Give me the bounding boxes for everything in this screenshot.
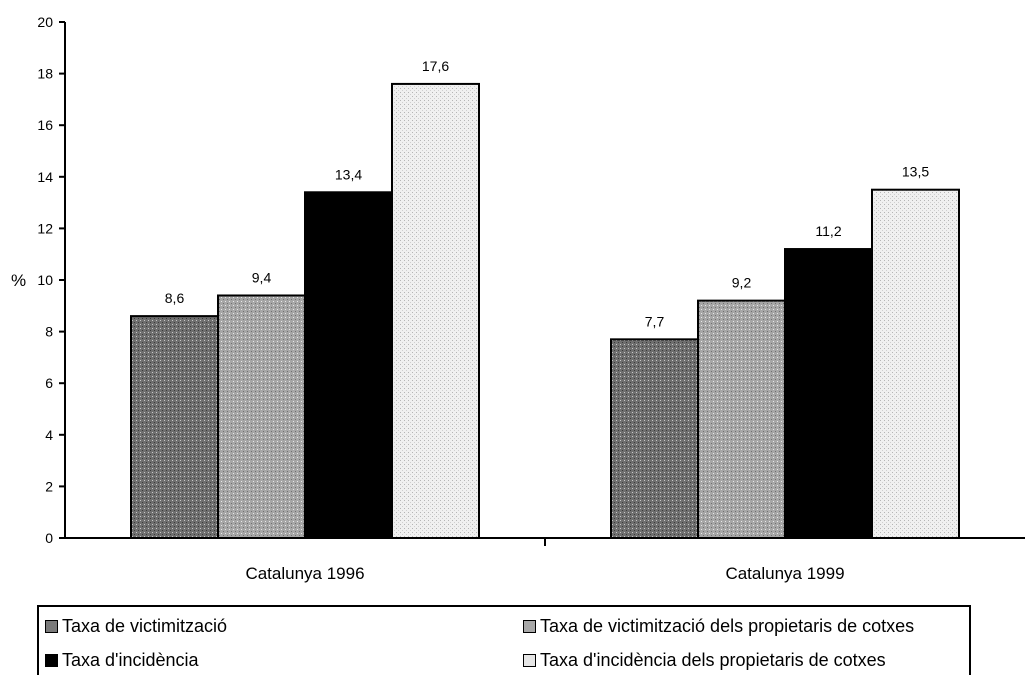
chart-legend: Taxa de victimització Taxa d'incidència …: [37, 605, 971, 675]
y-tick-label: 4: [45, 427, 53, 443]
bar: [784, 248, 873, 539]
bar-chart: 0 2 4 6 8 10 12 14 16 18 20% 8,6 9,4 13,4 17,6 Catalun…: [11, 14, 1025, 583]
legend-item: Taxa d'incidència: [45, 650, 199, 670]
bar: [697, 299, 786, 540]
data-label: 17,6: [422, 58, 449, 74]
data-label: 11,2: [815, 223, 841, 239]
category-label: Catalunya 1999: [725, 564, 844, 583]
data-label: 7,7: [645, 313, 665, 329]
y-tick-label: 16: [37, 117, 53, 133]
bar: [304, 191, 393, 539]
legend-label: Taxa d'incidència: [62, 650, 199, 670]
y-tick-label: 20: [37, 14, 53, 30]
y-axis-label: %: [11, 271, 26, 290]
category-label: Catalunya 1996: [245, 564, 364, 583]
bar: [871, 188, 960, 539]
y-tick-label: 6: [45, 375, 53, 391]
bar: [610, 338, 699, 539]
legend-label: Taxa de victimització dels propietaris d…: [540, 616, 915, 636]
legend-item: Taxa de victimització: [45, 616, 227, 636]
data-label: 13,4: [335, 166, 362, 182]
legend-swatch-0: [45, 619, 58, 633]
data-label: 13,5: [902, 164, 929, 180]
legend-swatch-3: [523, 653, 536, 667]
y-tick-label: 8: [45, 324, 53, 340]
legend-item: Taxa d'incidència dels propietaris de co…: [523, 650, 886, 670]
y-tick-label: 2: [45, 478, 53, 494]
bar: [130, 315, 219, 539]
y-tick-label: 12: [37, 220, 53, 236]
y-tick-label: 18: [37, 66, 53, 82]
data-label: 9,2: [732, 275, 752, 291]
data-label: 9,4: [252, 269, 272, 285]
legend-label: Taxa de victimització: [62, 616, 228, 636]
legend-swatch-2: [45, 653, 58, 667]
data-label: 8,6: [165, 290, 185, 306]
legend-swatch-1: [523, 619, 536, 633]
bar: [391, 82, 480, 539]
bar: [217, 294, 306, 540]
legend-item: Taxa de victimització dels propietaris d…: [523, 616, 914, 636]
y-tick-label: 10: [37, 272, 53, 288]
legend-label: Taxa d'incidència dels propietaris de co…: [540, 650, 886, 670]
y-tick-label: 14: [37, 169, 53, 185]
y-tick-label: 0: [45, 530, 53, 546]
